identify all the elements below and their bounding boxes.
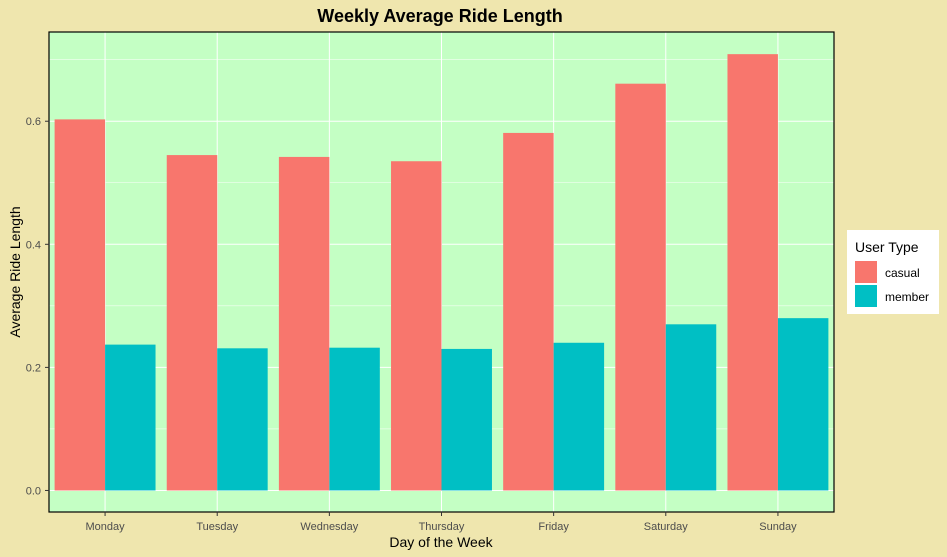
bar-casual (54, 119, 106, 491)
bar-member (665, 324, 717, 491)
x-tick-label: Tuesday (196, 521, 238, 533)
bar-member (329, 347, 380, 491)
chart-title: Weekly Average Ride Length (317, 6, 562, 26)
bar-casual (615, 83, 666, 491)
y-axis-label: Average Ride Length (7, 206, 23, 337)
bar-casual (166, 155, 218, 491)
legend-items: casual member (855, 261, 929, 307)
y-axis-ticks: 0.0 0.2 0.4 0.6 (26, 116, 49, 497)
x-tick-label: Monday (86, 521, 126, 533)
y-tick-label: 0.2 (26, 362, 41, 374)
legend-label-casual: casual (885, 266, 920, 280)
bar-member (217, 348, 268, 491)
bars-layer (54, 54, 829, 491)
x-tick-label: Saturday (644, 521, 689, 533)
x-tick-label: Sunday (759, 521, 797, 533)
bar-casual (391, 161, 442, 491)
bar-member (553, 342, 605, 491)
bar-member (441, 348, 492, 491)
legend-swatch-casual (855, 261, 877, 283)
bar-casual (727, 54, 778, 491)
bar-casual (278, 156, 330, 491)
x-axis-label: Day of the Week (389, 534, 493, 550)
x-axis-ticks: Monday Tuesday Wednesday Thursday Friday Satu… (86, 512, 797, 533)
x-tick-label: Friday (538, 521, 569, 533)
bar-member (777, 318, 829, 491)
legend-label-member: member (885, 290, 929, 304)
bar-casual (503, 132, 554, 491)
bar-member (105, 344, 156, 491)
legend-swatch-member (855, 285, 877, 307)
x-tick-label: Wednesday (300, 521, 358, 533)
legend: User Type casual member (847, 230, 939, 314)
legend-title: User Type (855, 239, 919, 255)
y-tick-label: 0.4 (26, 239, 41, 251)
y-tick-label: 0.6 (26, 116, 41, 128)
y-tick-label: 0.0 (26, 485, 41, 497)
x-tick-label: Thursday (419, 521, 465, 533)
